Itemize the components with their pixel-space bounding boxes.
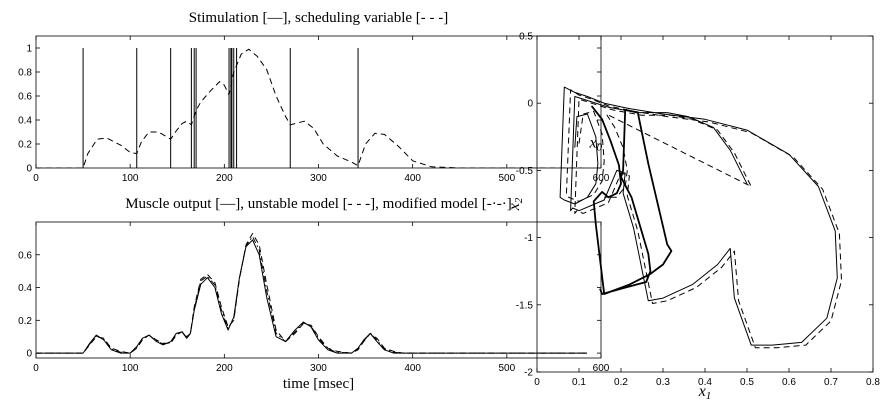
x-tick-label: 0.3: [656, 377, 670, 388]
x-axis-label: time [msec]: [283, 376, 354, 392]
y-tick-label: -1: [524, 233, 533, 244]
y-tick-label: 0.2: [18, 140, 32, 151]
x-tick-label: 0: [534, 377, 540, 388]
y-tick-label: -2: [524, 368, 533, 379]
x-tick-label: 600: [593, 363, 610, 374]
series-line-solid: [36, 239, 587, 354]
y-tick-label: 0: [26, 349, 32, 360]
x-tick-label: 300: [310, 173, 327, 184]
series-line-dashed: [36, 233, 587, 354]
y-tick-label: 0.6: [18, 250, 32, 261]
x-tick-label: 0: [33, 173, 39, 184]
x-tick-label: 400: [404, 173, 421, 184]
series-group: [559, 86, 842, 349]
chart-muscle: 0 100 200 300 400 500 600 0 0.2 0.4 0.6 Muscle outp…: [18, 196, 610, 392]
x-tick-label: 0.4: [698, 377, 712, 388]
series-group: [36, 48, 583, 168]
y-tick-label: 0.6: [18, 92, 32, 103]
x-tick-label: 0.5: [740, 377, 754, 388]
y-tick-label: 0: [527, 99, 533, 110]
x-tick-label: 500: [498, 173, 515, 184]
x-tick-label: 0: [33, 363, 39, 374]
y-tick-label: 0: [26, 164, 32, 175]
x-tick-label: 600: [593, 173, 610, 184]
y-tick-label: 0.8: [18, 68, 32, 79]
x-tick-label: 0.1: [572, 377, 586, 388]
x-tick-label: 100: [122, 363, 139, 374]
y-axis-label: x2: [506, 197, 525, 211]
x-tick-label: 0.2: [614, 377, 628, 388]
y-tick-label: 0.4: [18, 283, 32, 294]
x-tick-label: 400: [404, 363, 421, 374]
x-tick-label: 200: [216, 363, 233, 374]
chart-phase: 0 0.1 0.2 0.3 0.4 0.5 0.6 0.7 0.8 0.5 0 -0.5 -1 -1.5 -…: [506, 32, 880, 403]
axes-frame: [35, 35, 602, 169]
x-tick-label: 300: [310, 363, 327, 374]
chart-title: Stimulation [—], scheduling variable [- …: [189, 10, 449, 26]
chart-stim: 0 100 200 300 400 500 600 0 0.2 0.4 0.6 0.8 1 Stimula…: [18, 10, 610, 184]
x-tick-label: 0.8: [866, 377, 880, 388]
y-tick-label: 1: [26, 44, 32, 55]
chart-title: Muscle output [—], unstable model [- - -…: [125, 196, 512, 212]
y-tick-label: 0.2: [18, 316, 32, 327]
y-tick-label: 0.4: [18, 116, 32, 127]
axes-frame: [35, 221, 602, 359]
y-tick-label: -0.5: [516, 166, 534, 177]
annotation-x0: x0: [589, 135, 603, 154]
x-tick-label: 100: [122, 173, 139, 184]
series-group: [36, 233, 587, 354]
x-tick-label: 200: [216, 173, 233, 184]
x-tick-label: 0.6: [782, 377, 796, 388]
series-line-dashdot: [36, 236, 587, 354]
y-tick-label: -1.5: [516, 300, 534, 311]
series-line-solid-bold: [590, 105, 673, 295]
series-line-dashed: [36, 48, 583, 168]
x-axis-label: x1: [698, 383, 712, 402]
y-tick-label: 0.5: [519, 32, 533, 43]
series-line-dashed: [565, 89, 842, 349]
x-tick-label: 0.7: [824, 377, 838, 388]
series-line-solid: [559, 86, 838, 346]
x-tick-label: 500: [498, 363, 515, 374]
